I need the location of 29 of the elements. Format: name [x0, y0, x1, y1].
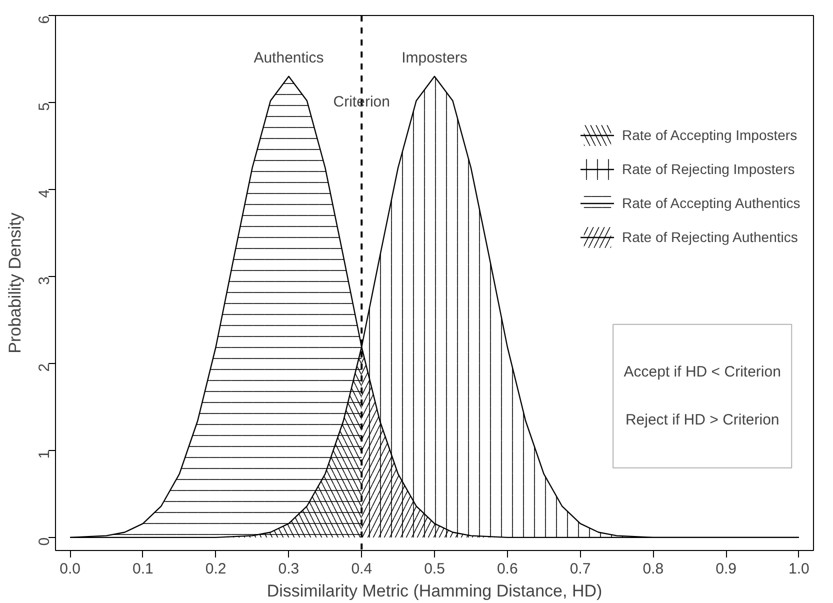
- annotation: Authentics: [254, 49, 324, 66]
- y-tick-label: 4: [36, 189, 53, 198]
- legend-label: Rate of Accepting Authentics: [622, 195, 800, 211]
- ref-line-label: Criterion: [333, 94, 390, 110]
- y-tick-label: 0: [36, 537, 53, 546]
- x-tick-label: 0.0: [60, 560, 81, 578]
- annotation: Imposters: [402, 49, 468, 66]
- legend-label: Rate of Accepting Imposters: [622, 127, 798, 143]
- annotation: Accept if HD < Criterion: [624, 364, 781, 381]
- x-tick-label: 0.7: [570, 560, 591, 578]
- x-tick-label: 0.1: [132, 560, 154, 578]
- x-tick-label: 0.6: [496, 560, 518, 578]
- y-tick-label: 2: [36, 363, 53, 372]
- legend-label: Rate of Rejecting Imposters: [622, 161, 795, 177]
- x-tick-label: 0.9: [716, 560, 736, 578]
- x-tick-label: 0.4: [351, 560, 372, 578]
- y-axis-title: Probability Density: [6, 212, 24, 354]
- y-tick-label: 5: [36, 102, 53, 111]
- x-axis-title: Dissimilarity Metric (Hamming Distance, HD): [266, 582, 602, 600]
- x-tick-label: 0.5: [424, 560, 445, 578]
- y-tick-label: 3: [36, 276, 53, 285]
- y-tick-label: 6: [36, 16, 53, 24]
- legend-label: Rate of Rejecting Authentics: [622, 229, 798, 245]
- annotation: Reject if HD > Criterion: [625, 412, 780, 429]
- x-tick-label: 0.8: [642, 560, 664, 578]
- x-tick-label: 1.0: [788, 560, 810, 578]
- x-tick-label: 0.3: [278, 560, 300, 578]
- y-tick-label: 1: [36, 450, 53, 459]
- x-tick-label: 0.2: [205, 560, 226, 578]
